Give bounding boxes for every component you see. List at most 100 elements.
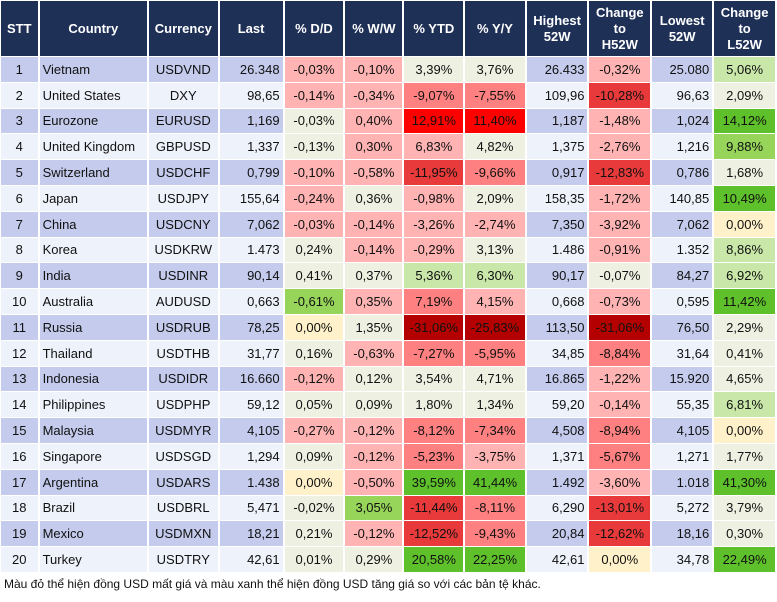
cell-currency: USDJPY	[149, 185, 218, 211]
cell-ww: 0,12%	[345, 366, 403, 392]
cell-last: 0,799	[219, 160, 283, 185]
cell-ww: -0,58%	[345, 160, 403, 185]
cell-ww: -0,12%	[345, 521, 403, 547]
footer-note: Màu đỏ thể hiện đồng USD mất giá và màu …	[4, 576, 541, 591]
header-ytd[interactable]: % YTD	[404, 1, 464, 56]
header-high52w[interactable]: Highest 52W	[526, 1, 588, 56]
cell-stt: 5	[1, 160, 38, 185]
cell-high: 1,187	[526, 108, 588, 134]
cell-low: 96,63	[652, 82, 713, 108]
cell-last: 155,64	[219, 185, 283, 211]
table-row: 6 Japan USDJPY 155,64 -0,24% 0,36% -0,98% 2,09%…	[1, 185, 775, 211]
header-dd[interactable]: % D/D	[284, 1, 344, 56]
cell-chh: -13,01%	[589, 495, 651, 521]
cell-yy: 41,44%	[465, 469, 525, 495]
header-change-l52w[interactable]: Change to L52W	[714, 1, 775, 56]
table-row: 2 United States DXY 98,65 -0,14% -0,34% -9,07%…	[1, 82, 775, 108]
cell-currency: USDKRW	[149, 237, 218, 263]
cell-dd: 0,00%	[284, 469, 344, 495]
table-row: 13 Indonesia USDIDR 16.660 -0,12% 0,12% 3,54% 4…	[1, 366, 775, 392]
cell-low: 1.018	[652, 469, 713, 495]
table-row: 16 Singapore USDSGD 1,294 0,09% -0,12% -5,23% -…	[1, 443, 775, 469]
table-row: 14 Philippines USDPHP 59,12 0,05% 0,09% 1,80% 1…	[1, 392, 775, 418]
cell-chh: -0,73%	[589, 289, 651, 314]
cell-stt: 11	[1, 314, 38, 340]
cell-ytd: -5,23%	[404, 443, 464, 469]
header-last[interactable]: Last	[219, 1, 283, 56]
cell-country: Brazil	[39, 495, 147, 521]
cell-ww: -0,10%	[345, 57, 403, 82]
table-row: 8 Korea USDKRW 1.473 0,24% -0,14% -0,29% 3,13% 1…	[1, 237, 775, 263]
cell-dd: -0,02%	[284, 495, 344, 521]
cell-ytd: -3,26%	[404, 211, 464, 237]
cell-ytd: -11,44%	[404, 495, 464, 521]
cell-ytd: 3,54%	[404, 366, 464, 392]
cell-chh: -0,91%	[589, 237, 651, 263]
cell-high: 6,290	[526, 495, 588, 521]
cell-stt: 16	[1, 443, 38, 469]
cell-high: 1,371	[526, 443, 588, 469]
cell-yy: 22,25%	[465, 547, 525, 572]
table-row: 12 Thailand USDTHB 31,77 0,16% -0,63% -7,27% -5…	[1, 340, 775, 366]
cell-yy: -2,74%	[465, 211, 525, 237]
header-yy[interactable]: % Y/Y	[465, 1, 525, 56]
cell-high: 113,50	[526, 314, 588, 340]
cell-stt: 9	[1, 263, 38, 289]
cell-country: Korea	[39, 237, 147, 263]
cell-dd: -0,24%	[284, 185, 344, 211]
cell-high: 4,508	[526, 418, 588, 443]
cell-chh: -12,62%	[589, 521, 651, 547]
header-change-h52w[interactable]: Change to H52W	[589, 1, 651, 56]
cell-chl: 8,86%	[714, 237, 775, 263]
cell-last: 42,61	[219, 547, 283, 572]
header-currency[interactable]: Currency	[149, 1, 218, 56]
cell-dd: 0,05%	[284, 392, 344, 418]
cell-stt: 18	[1, 495, 38, 521]
cell-last: 78,25	[219, 314, 283, 340]
cell-chl: 3,79%	[714, 495, 775, 521]
cell-dd: 0,00%	[284, 314, 344, 340]
cell-yy: -7,34%	[465, 418, 525, 443]
cell-low: 15.920	[652, 366, 713, 392]
cell-ww: 0,09%	[345, 392, 403, 418]
cell-high: 0,917	[526, 160, 588, 185]
cell-chl: 0,00%	[714, 418, 775, 443]
cell-low: 0,786	[652, 160, 713, 185]
cell-country: Australia	[39, 289, 147, 314]
cell-country: Indonesia	[39, 366, 147, 392]
cell-yy: 4,71%	[465, 366, 525, 392]
cell-stt: 12	[1, 340, 38, 366]
cell-ww: 0,35%	[345, 289, 403, 314]
cell-currency: USDBRL	[149, 495, 218, 521]
header-country[interactable]: Country	[39, 1, 147, 56]
cell-chh: -10,28%	[589, 82, 651, 108]
cell-yy: -9,66%	[465, 160, 525, 185]
header-row: STT Country Currency Last% D/D% W/W% YTD% Y…	[1, 1, 775, 56]
cell-ytd: -31,06%	[404, 314, 464, 340]
cell-ytd: 3,39%	[404, 57, 464, 82]
cell-last: 1.438	[219, 469, 283, 495]
cell-stt: 4	[1, 134, 38, 160]
header-ww[interactable]: % W/W	[345, 1, 403, 56]
cell-currency: USDTHB	[149, 340, 218, 366]
header-stt[interactable]: STT	[1, 1, 38, 56]
cell-currency: USDMXN	[149, 521, 218, 547]
cell-dd: 0,21%	[284, 521, 344, 547]
cell-stt: 10	[1, 289, 38, 314]
cell-ww: -0,14%	[345, 211, 403, 237]
cell-high: 20,84	[526, 521, 588, 547]
cell-ww: -0,34%	[345, 82, 403, 108]
cell-last: 1,294	[219, 443, 283, 469]
cell-chh: -31,06%	[589, 314, 651, 340]
table-row: 11 Russia USDRUB 78,25 0,00% 1,35% -31,06% -25,…	[1, 314, 775, 340]
cell-ytd: -11,95%	[404, 160, 464, 185]
cell-country: Philippines	[39, 392, 147, 418]
cell-chh: 0,00%	[589, 547, 651, 572]
cell-currency: USDIDR	[149, 366, 218, 392]
cell-stt: 7	[1, 211, 38, 237]
cell-chl: 0,00%	[714, 211, 775, 237]
cell-chl: 1,77%	[714, 443, 775, 469]
table-row: 19 Mexico USDMXN 18,21 0,21% -0,12% -12,52% -9,…	[1, 521, 775, 547]
header-low52w[interactable]: Lowest 52W	[652, 1, 713, 56]
cell-chh: -0,07%	[589, 263, 651, 289]
